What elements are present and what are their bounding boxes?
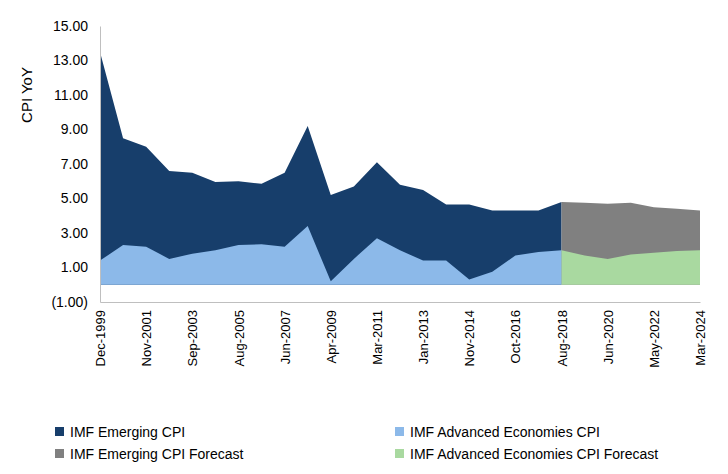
legend-label: IMF Emerging CPI Forecast xyxy=(70,446,244,462)
tick-label: 13.00 xyxy=(53,52,88,68)
tick: Sep-2003 xyxy=(185,302,200,366)
tick-label: 3.00 xyxy=(61,225,88,241)
tick: (1.00) xyxy=(51,294,100,310)
legend-swatch xyxy=(395,427,404,436)
tick: Mar-2011 xyxy=(370,302,385,365)
legend-swatch xyxy=(395,449,404,458)
area xyxy=(100,226,562,285)
chart: (1.00) 1.00 3.00 5.00 7.00 9.00 11.00 13.00 15.0… xyxy=(0,0,728,474)
tick-label: Aug-2005 xyxy=(232,310,247,366)
tick-label: 11.00 xyxy=(54,87,88,103)
tick: Jun-2007 xyxy=(278,302,293,364)
tick: 7.00 xyxy=(61,156,100,172)
tick-label: Sep-2003 xyxy=(185,310,200,366)
tick: 15.00 xyxy=(53,18,100,34)
tick-label: Mar-2024 xyxy=(693,310,708,366)
tick: Aug-2005 xyxy=(232,302,247,366)
legend-label: IMF Advanced Economies CPI xyxy=(410,424,600,440)
tick: 13.00 xyxy=(53,52,100,68)
tick-label: 15.00 xyxy=(53,18,88,34)
tick-label: Dec-1999 xyxy=(93,310,108,366)
tick: May-2022 xyxy=(647,302,662,368)
tick-label: Oct-2016 xyxy=(508,310,523,363)
tick: 9.00 xyxy=(61,121,100,137)
plot-area xyxy=(100,52,700,285)
tick-label: Jun-2020 xyxy=(601,310,616,364)
tick-label: Jan-2013 xyxy=(416,310,431,364)
tick: Dec-1999 xyxy=(93,302,108,366)
axis-line xyxy=(101,302,701,303)
tick-label: May-2022 xyxy=(647,310,662,368)
y-axis: (1.00) 1.00 3.00 5.00 7.00 9.00 11.00 13.00 15.0… xyxy=(51,18,100,310)
legend-item: IMF Advanced Economies CPI xyxy=(395,424,600,440)
tick-label: Mar-2011 xyxy=(370,310,385,365)
tick-label: 7.00 xyxy=(61,156,88,172)
tick-label: (1.00) xyxy=(51,294,88,310)
tick: Apr-2009 xyxy=(324,302,339,363)
legend-swatch xyxy=(55,427,64,436)
legend-swatch xyxy=(55,449,64,458)
tick-label: Aug-2018 xyxy=(555,310,570,366)
tick: 11.00 xyxy=(54,87,100,103)
axis-line xyxy=(100,27,101,303)
legend-label: IMF Advanced Economies CPI Forecast xyxy=(410,446,658,462)
tick: 5.00 xyxy=(61,190,100,206)
legend-label: IMF Emerging CPI xyxy=(70,424,185,440)
tick-label: 1.00 xyxy=(61,259,88,275)
tick-label: 9.00 xyxy=(61,121,88,137)
tick: Nov-2014 xyxy=(462,302,477,366)
axis-title: CPI YoY xyxy=(18,67,35,123)
legend-item: IMF Advanced Economies CPI Forecast xyxy=(395,446,658,462)
tick: Jun-2020 xyxy=(601,302,616,364)
tick-label: 5.00 xyxy=(61,190,88,206)
legend-item: IMF Emerging CPI Forecast xyxy=(55,446,244,462)
tick: 3.00 xyxy=(61,225,100,241)
x-axis: Dec-1999 Nov-2001 Sep-2003 Aug-2005 Jun-2007… xyxy=(93,302,708,368)
tick-label: Jun-2007 xyxy=(278,310,293,364)
tick: 1.00 xyxy=(61,259,100,275)
area xyxy=(562,250,700,285)
area xyxy=(562,202,700,285)
tick-label: Nov-2001 xyxy=(139,310,154,366)
tick: Oct-2016 xyxy=(508,302,523,363)
tick: Nov-2001 xyxy=(139,302,154,366)
tick-label: Nov-2014 xyxy=(462,310,477,366)
tick-label: Apr-2009 xyxy=(324,310,339,363)
legend: IMF Emerging CPI IMF Advanced Economies C… xyxy=(55,424,658,462)
legend-item: IMF Emerging CPI xyxy=(55,424,185,440)
tick: Jan-2013 xyxy=(416,302,431,364)
tick: Aug-2018 xyxy=(555,302,570,366)
tick: Mar-2024 xyxy=(693,302,708,366)
area xyxy=(100,52,562,285)
